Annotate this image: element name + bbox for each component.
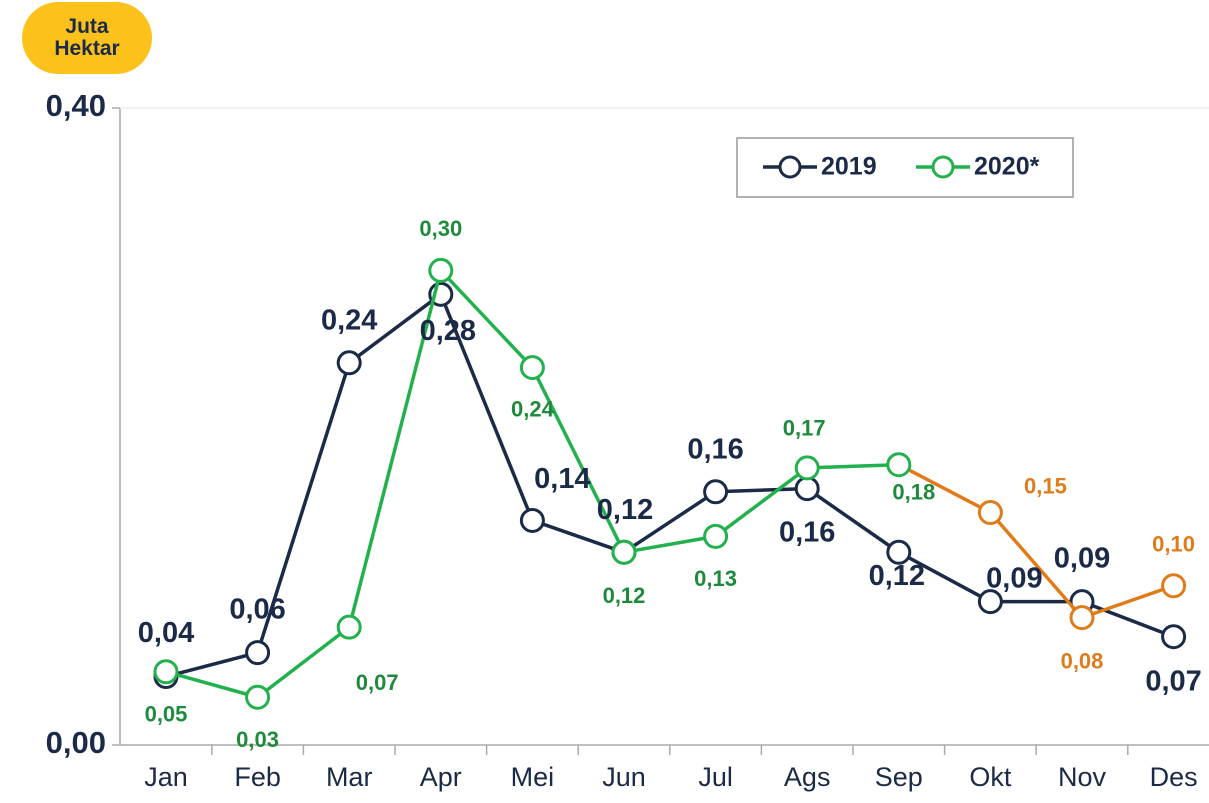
data-label: 0,14 <box>534 463 590 495</box>
y-tick-label: 0,40 <box>46 88 106 123</box>
x-tick-label: Mar <box>326 762 373 792</box>
point <box>245 640 271 666</box>
point <box>886 452 912 478</box>
data-label: 0,06 <box>229 593 285 625</box>
point <box>519 507 545 533</box>
point <box>153 659 179 685</box>
line-segment <box>897 550 992 604</box>
point <box>245 684 271 710</box>
data-label: 0,28 <box>420 315 476 347</box>
point <box>703 479 729 505</box>
legend-label: 2020* <box>974 153 1040 181</box>
point <box>336 350 362 376</box>
x-tick-label: Feb <box>234 762 281 792</box>
data-label: 0,03 <box>236 727 279 752</box>
point <box>886 539 912 565</box>
data-label: 0,18 <box>892 480 935 505</box>
line-segment <box>897 463 992 515</box>
x-tick-label: Sep <box>875 762 923 792</box>
data-label: 0,12 <box>869 560 925 592</box>
x-tick-label: Jul <box>698 762 733 792</box>
line-segment <box>623 534 716 555</box>
data-label: 0,05 <box>145 702 188 727</box>
line-segment <box>348 292 442 365</box>
data-label: 0,09 <box>1054 542 1110 574</box>
data-label: 0,17 <box>783 416 826 441</box>
line-segment <box>623 490 717 554</box>
line-segment <box>530 366 626 554</box>
data-label: 0,16 <box>779 516 835 548</box>
x-tick-label: Jan <box>144 762 188 792</box>
x-tick-label: Jun <box>602 762 646 792</box>
line-segment <box>1081 584 1175 620</box>
x-tick-label: Apr <box>420 762 462 792</box>
line-segment <box>439 293 535 522</box>
line-segment <box>531 518 625 554</box>
data-label: 0,07 <box>1145 665 1201 697</box>
x-tick-label: Mei <box>511 762 555 792</box>
point <box>977 499 1003 525</box>
point <box>1161 624 1187 650</box>
data-label: 0,08 <box>1061 648 1104 673</box>
line-segment <box>255 362 351 654</box>
legend: 2019 2020* <box>736 137 1074 198</box>
point <box>428 257 454 283</box>
data-label: 0,07 <box>356 670 399 695</box>
unit-badge <box>22 2 152 74</box>
point <box>336 614 362 640</box>
line-segment <box>715 486 808 494</box>
line-segment <box>989 511 1084 619</box>
data-label: 0,15 <box>1024 473 1067 498</box>
line-segment <box>806 487 900 554</box>
legend-label: 2019 <box>821 153 877 181</box>
data-label: 0,04 <box>138 617 194 649</box>
point <box>794 455 820 481</box>
line-segment <box>165 670 259 699</box>
y-tick-label: 0,00 <box>46 725 106 760</box>
legend-marker <box>931 155 955 179</box>
point <box>1069 605 1095 631</box>
point <box>1161 573 1187 599</box>
x-tick-label: Okt <box>969 762 1012 792</box>
line-segment <box>439 269 534 369</box>
point <box>977 589 1003 615</box>
data-label: 0,13 <box>694 566 737 591</box>
data-label: 0,16 <box>687 433 743 465</box>
data-label: 0,10 <box>1152 532 1195 557</box>
point <box>611 539 637 565</box>
data-label: 0,24 <box>321 304 377 336</box>
point <box>703 523 729 549</box>
line-segment <box>807 462 899 470</box>
point <box>519 355 545 381</box>
data-label: 0,24 <box>511 396 555 421</box>
data-label: 0,12 <box>603 583 646 608</box>
legend-marker <box>778 155 802 179</box>
data-label: 0,12 <box>597 494 653 526</box>
line-segment <box>347 269 443 628</box>
line-segment <box>256 625 351 699</box>
data-label: 0,30 <box>419 216 462 241</box>
x-tick-label: Ags <box>784 762 831 792</box>
unit-label: Juta Hektar <box>54 15 119 60</box>
data-label: 0,09 <box>986 562 1042 594</box>
point <box>794 476 820 502</box>
x-tick-label: Nov <box>1058 762 1107 792</box>
x-tick-label: Des <box>1150 762 1198 792</box>
line-segment <box>714 466 809 538</box>
line-segment <box>165 650 259 679</box>
line-segment <box>1081 600 1175 639</box>
